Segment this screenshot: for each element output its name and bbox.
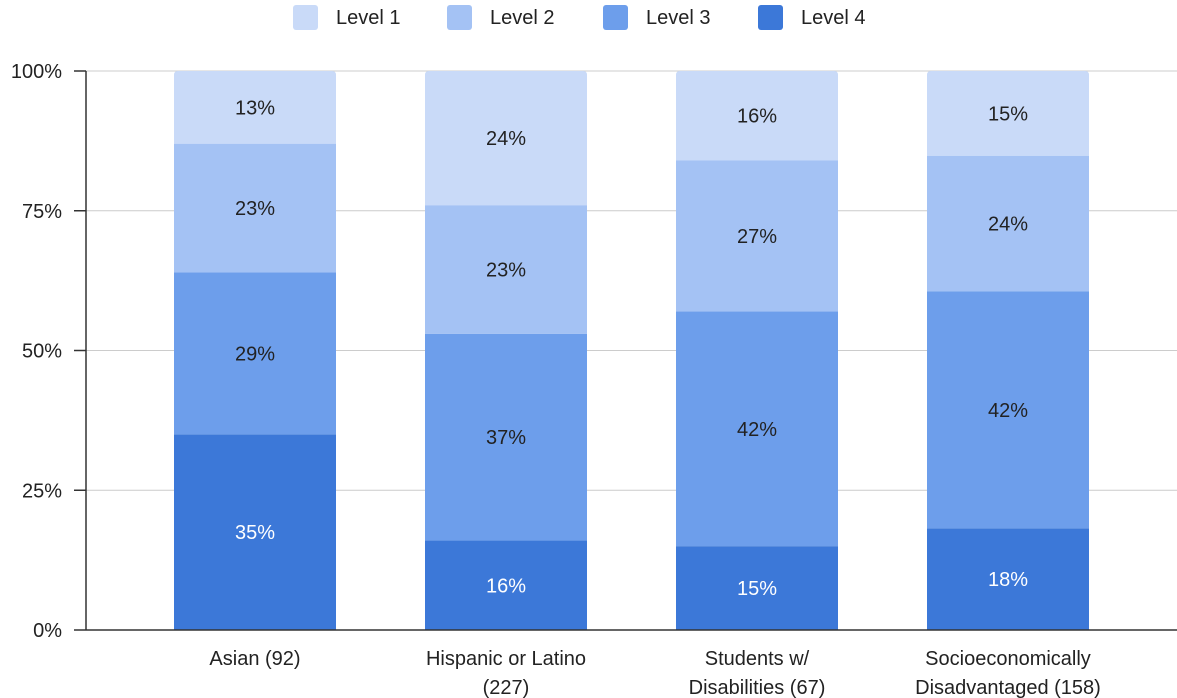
data-label: 23% [235, 198, 275, 220]
bar-segment-level-2 [425, 205, 587, 334]
data-label: 16% [737, 106, 777, 128]
x-tick-label: Asian (92) [209, 648, 300, 670]
data-label: 23% [486, 259, 526, 281]
x-axis: Asian (92) Hispanic or Latino (227) Student… [86, 629, 1177, 698]
bar-segment-level-2 [174, 143, 336, 273]
bar-group-hispanic-or-latino-227: 16% 37% 23% 24% [425, 71, 587, 630]
bar-segment-level-4 [927, 528, 1089, 630]
legend-item-level-4: Level 4 [758, 5, 866, 30]
bar-segment-level-3 [174, 272, 336, 435]
legend-item-level-3: Level 3 [603, 5, 711, 30]
y-tick-label: 100% [11, 61, 62, 83]
bar-segment-level-1 [927, 71, 1089, 156]
legend-label: Level 2 [490, 7, 555, 29]
legend: Level 1 Level 2 Level 3 Level 4 [293, 5, 866, 30]
bars: 35% 29% 23% 13% 16% 37% 23% 24% 15% 42% 27% 16% 18% 4… [174, 71, 1089, 630]
x-tick-label: Disadvantaged (158) [915, 677, 1101, 698]
legend-swatch [293, 5, 318, 30]
legend-swatch [758, 5, 783, 30]
data-label: 15% [737, 578, 777, 600]
x-tick-label: Disabilities (67) [689, 677, 826, 698]
legend-label: Level 4 [801, 7, 866, 29]
y-axis: 0% 25% 50% 75% 100% [11, 61, 87, 642]
x-tick-label: Students w/ [705, 648, 810, 670]
y-tick-label: 75% [22, 201, 62, 223]
x-tick-label: (227) [483, 677, 530, 698]
y-tick-label: 50% [22, 341, 62, 363]
bar-group-asian-92: 35% 29% 23% 13% [174, 71, 336, 630]
bar-segment-level-3 [927, 291, 1089, 529]
bar-segment-level-1 [676, 71, 838, 161]
legend-label: Level 1 [336, 7, 401, 29]
y-tick-label: 25% [22, 480, 62, 502]
legend-swatch [447, 5, 472, 30]
legend-swatch [603, 5, 628, 30]
bar-segment-level-3 [676, 311, 838, 547]
bar-group-socioeconomically-disadvantaged-158: 18% 42% 24% 15% [927, 71, 1089, 630]
data-label: 37% [486, 427, 526, 449]
data-label: 24% [988, 213, 1028, 235]
legend-item-level-2: Level 2 [447, 5, 555, 30]
bar-segment-level-2 [927, 155, 1089, 292]
bar-segment-level-4 [425, 540, 587, 630]
bar-segment-level-1 [425, 71, 587, 206]
data-label: 16% [486, 575, 526, 597]
data-label: 15% [988, 103, 1028, 125]
data-label: 35% [235, 522, 275, 544]
legend-item-level-1: Level 1 [293, 5, 401, 30]
data-label: 42% [988, 400, 1028, 422]
bar-group-students-w-disabilities-67: 15% 42% 27% 16% [676, 71, 838, 630]
y-tick-label: 0% [33, 620, 62, 642]
data-label: 18% [988, 569, 1028, 591]
data-label: 13% [235, 97, 275, 119]
bar-segment-level-3 [425, 333, 587, 541]
x-tick-label: Hispanic or Latino [426, 648, 586, 670]
bar-segment-level-4 [676, 546, 838, 630]
bar-segment-level-4 [174, 434, 336, 630]
bar-segment-level-1 [174, 71, 336, 144]
legend-label: Level 3 [646, 7, 711, 29]
bar-segment-level-2 [676, 160, 838, 312]
data-label: 29% [235, 343, 275, 365]
data-label: 24% [486, 128, 526, 150]
x-tick-label: Socioeconomically [925, 648, 1091, 670]
data-label: 27% [737, 226, 777, 248]
data-label: 42% [737, 419, 777, 441]
